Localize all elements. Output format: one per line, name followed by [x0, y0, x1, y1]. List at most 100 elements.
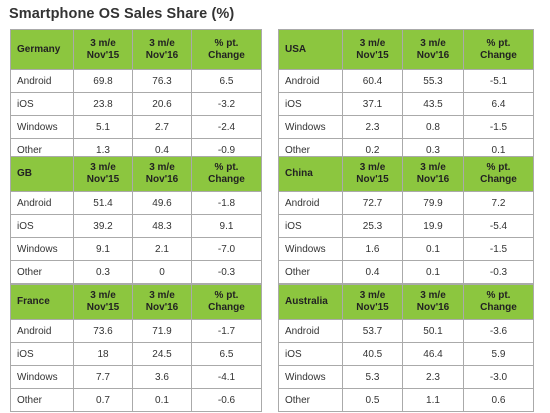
value-nov16: 3.6	[132, 365, 192, 389]
column-header-nov16: 3 m/e Nov'16	[132, 284, 192, 320]
value-change: 9.1	[191, 214, 262, 238]
value-nov15: 73.6	[73, 319, 133, 343]
table-row-windows: Windows 5.1 2.7 -2.4	[10, 115, 262, 139]
value-nov15: 0.7	[73, 388, 133, 412]
column-header-nov15: 3 m/e Nov'15	[342, 29, 403, 70]
value-nov16: 55.3	[402, 69, 464, 93]
table-row-android: Android 73.6 71.9 -1.7	[10, 319, 262, 343]
region-table-usa: USA 3 m/e Nov'15 3 m/e Nov'16 % pt. Chang…	[278, 29, 534, 162]
column-header-nov16: 3 m/e Nov'16	[402, 284, 464, 320]
column-header-change: % pt. Change	[463, 156, 534, 192]
os-label: Other	[10, 388, 74, 412]
table-row-android: Android 51.4 49.6 -1.8	[10, 191, 262, 215]
table-row-android: Android 69.8 76.3 6.5	[10, 69, 262, 93]
os-label: Windows	[10, 115, 74, 139]
table-row-ios: iOS 25.3 19.9 -5.4	[278, 214, 534, 238]
region-table-france: France 3 m/e Nov'15 3 m/e Nov'16 % pt. Chan…	[10, 284, 262, 412]
column-header-change: % pt. Change	[463, 29, 534, 70]
column-header-nov16: 3 m/e Nov'16	[132, 156, 192, 192]
value-change: -7.0	[191, 237, 262, 261]
os-label: iOS	[278, 342, 343, 366]
value-nov15: 25.3	[342, 214, 403, 238]
table-row-other: Other 0.4 0.1 -0.3	[278, 260, 534, 284]
value-nov16: 50.1	[402, 319, 464, 343]
value-change: -5.4	[463, 214, 534, 238]
column-header-nov15: 3 m/e Nov'15	[342, 156, 403, 192]
value-nov16: 0.1	[132, 388, 192, 412]
value-nov15: 40.5	[342, 342, 403, 366]
column-header-nov16: 3 m/e Nov'16	[402, 156, 464, 192]
os-label: Windows	[10, 237, 74, 261]
value-nov16: 43.5	[402, 92, 464, 116]
value-nov16: 0	[132, 260, 192, 284]
column-header-nov16: 3 m/e Nov'16	[402, 29, 464, 70]
table-header-row: China 3 m/e Nov'15 3 m/e Nov'16 % pt. Cha…	[278, 156, 534, 192]
value-change: -0.6	[191, 388, 262, 412]
value-nov15: 72.7	[342, 191, 403, 215]
value-change: 6.5	[191, 342, 262, 366]
region-header: China	[278, 156, 343, 192]
value-nov16: 24.5	[132, 342, 192, 366]
value-nov16: 20.6	[132, 92, 192, 116]
value-nov15: 7.7	[73, 365, 133, 389]
os-label: Android	[10, 191, 74, 215]
table-header-row: France 3 m/e Nov'15 3 m/e Nov'16 % pt. Chan…	[10, 284, 262, 320]
value-nov16: 49.6	[132, 191, 192, 215]
table-row-windows: Windows 9.1 2.1 -7.0	[10, 237, 262, 261]
value-nov15: 60.4	[342, 69, 403, 93]
value-change: -1.8	[191, 191, 262, 215]
value-change: -0.3	[463, 260, 534, 284]
table-row-ios: iOS 18 24.5 6.5	[10, 342, 262, 366]
os-label: Windows	[278, 365, 343, 389]
value-change: -5.1	[463, 69, 534, 93]
os-label: Other	[278, 260, 343, 284]
os-label: Android	[10, 69, 74, 93]
value-change: -1.5	[463, 237, 534, 261]
region-header: GB	[10, 156, 74, 192]
column-header-change: % pt. Change	[191, 156, 262, 192]
value-nov16: 0.8	[402, 115, 464, 139]
table-row-other: Other 0.3 0 -0.3	[10, 260, 262, 284]
value-change: 6.5	[191, 69, 262, 93]
value-nov16: 1.1	[402, 388, 464, 412]
table-row-other: Other 0.5 1.1 0.6	[278, 388, 534, 412]
table-header-row: Germany 3 m/e Nov'15 3 m/e Nov'16 % pt. Cha…	[10, 29, 262, 70]
value-nov16: 0.1	[402, 237, 464, 261]
table-row-android: Android 60.4 55.3 -5.1	[278, 69, 534, 93]
table-row-ios: iOS 37.1 43.5 6.4	[278, 92, 534, 116]
table-row-other: Other 0.7 0.1 -0.6	[10, 388, 262, 412]
region-header: USA	[278, 29, 343, 70]
os-label: iOS	[278, 92, 343, 116]
value-nov16: 0.1	[402, 260, 464, 284]
value-change: 6.4	[463, 92, 534, 116]
value-nov15: 0.3	[73, 260, 133, 284]
column-header-nov15: 3 m/e Nov'15	[342, 284, 403, 320]
value-nov15: 1.6	[342, 237, 403, 261]
table-row-windows: Windows 7.7 3.6 -4.1	[10, 365, 262, 389]
value-nov15: 37.1	[342, 92, 403, 116]
table-row-ios: iOS 23.8 20.6 -3.2	[10, 92, 262, 116]
table-row-ios: iOS 40.5 46.4 5.9	[278, 342, 534, 366]
value-change: 7.2	[463, 191, 534, 215]
table-row-windows: Windows 1.6 0.1 -1.5	[278, 237, 534, 261]
os-label: Windows	[278, 237, 343, 261]
column-header-nov16: 3 m/e Nov'16	[132, 29, 192, 70]
os-label: iOS	[10, 214, 74, 238]
value-nov16: 71.9	[132, 319, 192, 343]
value-nov15: 51.4	[73, 191, 133, 215]
value-nov16: 79.9	[402, 191, 464, 215]
table-row-android: Android 53.7 50.1 -3.6	[278, 319, 534, 343]
table-row-windows: Windows 2.3 0.8 -1.5	[278, 115, 534, 139]
value-change: -0.3	[191, 260, 262, 284]
value-change: -3.2	[191, 92, 262, 116]
column-header-nov15: 3 m/e Nov'15	[73, 29, 133, 70]
table-header-row: USA 3 m/e Nov'15 3 m/e Nov'16 % pt. Chang…	[278, 29, 534, 70]
os-label: Android	[10, 319, 74, 343]
value-change: 0.6	[463, 388, 534, 412]
value-change: 5.9	[463, 342, 534, 366]
value-change: -4.1	[191, 365, 262, 389]
os-label: Other	[278, 388, 343, 412]
region-table-china: China 3 m/e Nov'15 3 m/e Nov'16 % pt. Cha…	[278, 156, 534, 284]
os-label: Android	[278, 191, 343, 215]
value-change: -2.4	[191, 115, 262, 139]
